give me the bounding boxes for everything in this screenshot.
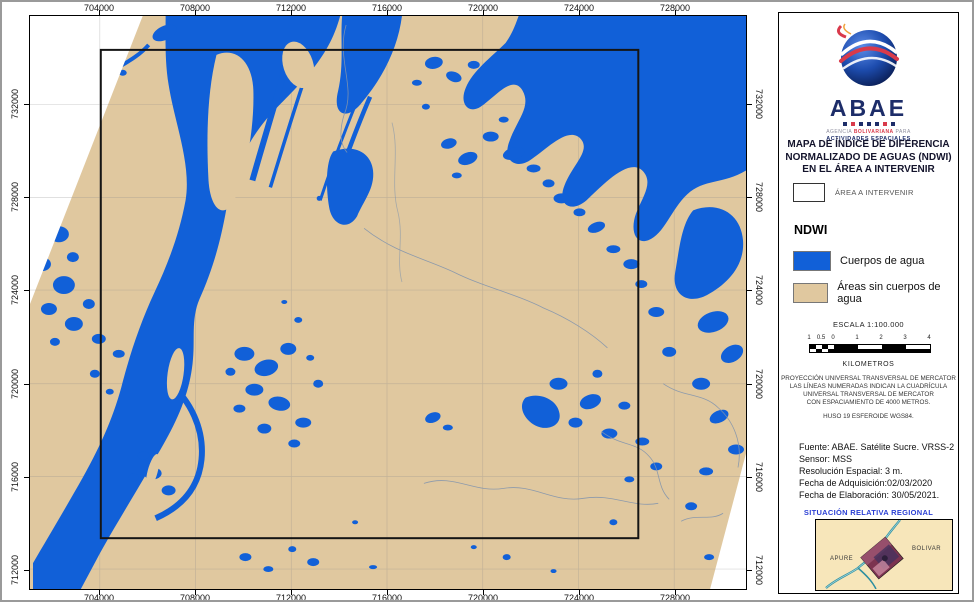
- ndwi-map: [30, 16, 746, 589]
- coord-label: 728000: [10, 181, 20, 213]
- projection-note: PROYECCIÓN UNIVERSAL TRANSVERSAL DE MERC…: [781, 375, 956, 420]
- satellite-thumbnail: [860, 536, 904, 580]
- inset-map: APURE BOLIVAR: [815, 519, 953, 591]
- layout-side-panel: ABAE AGENCIA BOLIVARIANA PARA ACTIVIDADE…: [778, 12, 959, 594]
- logo-subtitle-1: AGENCIA BOLIVARIANA PARA: [826, 129, 911, 135]
- ndwi-legend-header: NDWI: [794, 223, 828, 237]
- coord-label: 720000: [467, 593, 499, 602]
- coord-label: 712000: [275, 3, 307, 13]
- legend-entry-land: Áreas sin cuerpos de agua: [793, 281, 958, 305]
- map-title: MAPA DE ÍNDICE DE DIFERENCIA NORMALIZADO…: [785, 139, 952, 175]
- coord-label: 724000: [563, 3, 595, 13]
- logo-squares-icon: [779, 122, 958, 126]
- coord-label: 716000: [754, 461, 764, 493]
- scale-bar: 1 0.5 0 1 2 3 4: [807, 335, 931, 365]
- main-map-frame: [29, 15, 747, 590]
- scale-bar-graphic: [809, 344, 931, 353]
- coord-label: 728000: [659, 3, 691, 13]
- scale-units: KILOMETROS: [842, 361, 895, 368]
- coord-label: 708000: [179, 3, 211, 13]
- legend-entry-water: Cuerpos de agua: [793, 251, 924, 271]
- coord-label: 712000: [754, 554, 764, 586]
- water-swatch: [793, 251, 831, 271]
- river-loop-channel: [154, 379, 205, 521]
- lake: [326, 148, 374, 225]
- coord-label: 732000: [10, 88, 20, 120]
- logo-subtitle-2: ACTIVIDADES ESPACIALES: [826, 136, 911, 142]
- river-islands: [145, 41, 315, 489]
- inset-region-right: BOLIVAR: [912, 546, 941, 552]
- scale-title: ESCALA 1:100.000: [832, 320, 905, 329]
- abae-globe-icon: [836, 23, 899, 86]
- water-bodies: [30, 16, 746, 589]
- aoi-legend-entry: ÁREA A INTERVENIR: [793, 183, 914, 202]
- abae-wordmark: ABAE: [829, 95, 908, 121]
- coord-label: 724000: [10, 274, 20, 306]
- abae-logo: ABAE AGENCIA BOLIVARIANA PARA ACTIVIDADE…: [779, 23, 958, 142]
- coord-label: 712000: [10, 554, 20, 586]
- stream-lines: [340, 24, 740, 522]
- coord-label: 732000: [754, 88, 764, 120]
- coord-label: 716000: [10, 461, 20, 493]
- coord-label: 704000: [83, 593, 115, 602]
- coord-label: 720000: [467, 3, 499, 13]
- coord-label: 716000: [371, 593, 403, 602]
- aoi-swatch: [793, 183, 825, 202]
- northeast-water-complex: [463, 16, 746, 242]
- source-note: Fuente: ABAE. Satélite Sucre. VRSS-2 Sen…: [799, 442, 955, 500]
- coord-label: 724000: [754, 274, 764, 306]
- inset-region-left: APURE: [830, 556, 853, 562]
- coord-label: 728000: [754, 181, 764, 213]
- coord-label: 724000: [563, 593, 595, 602]
- coord-label: 716000: [371, 3, 403, 13]
- coord-label: 708000: [179, 593, 211, 602]
- coord-label: 720000: [754, 368, 764, 400]
- aoi-label: ÁREA A INTERVENIR: [835, 188, 914, 197]
- inset-map-graphic: APURE BOLIVAR: [825, 519, 941, 590]
- coord-label: 704000: [83, 3, 115, 13]
- main-river: [32, 16, 341, 589]
- land-swatch: [793, 283, 829, 303]
- coord-label: 728000: [659, 593, 691, 602]
- coord-label: 720000: [10, 368, 20, 400]
- coord-label: 712000: [275, 593, 307, 602]
- inset-map-title: SITUACIÓN RELATIVA REGIONAL: [803, 508, 934, 517]
- aoi-rectangle: [99, 48, 640, 540]
